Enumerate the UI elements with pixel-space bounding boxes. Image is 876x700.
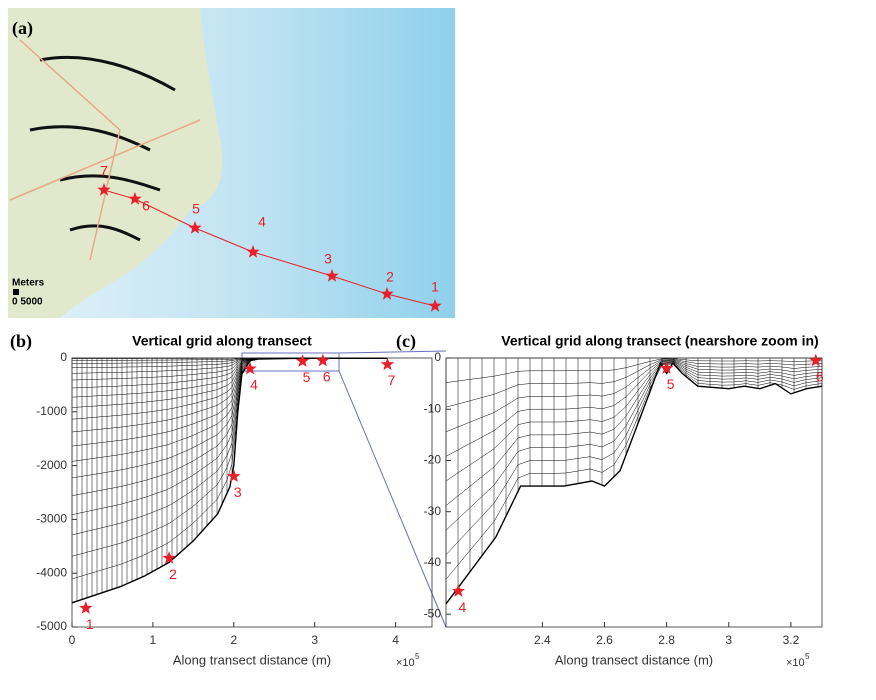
x-axis-label: Along transect distance (m): [555, 652, 713, 667]
station-label: 7: [388, 372, 396, 388]
mesh-line: [446, 359, 822, 383]
map-station-label: 7: [100, 163, 108, 179]
y-tick-label: -40: [424, 555, 442, 569]
mesh-line: [72, 358, 388, 556]
chart-title: Vertical grid along transect: [132, 333, 312, 349]
x-tick-label: 4: [392, 633, 399, 647]
x-tick-label: 3.2: [783, 633, 800, 647]
y-tick-label: -10: [424, 401, 442, 415]
station-label: 6: [816, 368, 824, 384]
panel-label: (a): [12, 18, 33, 39]
station-marker: [452, 584, 465, 597]
scale-bar: [13, 289, 19, 295]
station-label: 3: [234, 484, 242, 500]
y-tick-label: 0: [60, 350, 67, 364]
station-label: 4: [250, 376, 258, 392]
y-tick-label: -5000: [36, 619, 67, 633]
map-station-label: 5: [192, 201, 200, 217]
map-station-label: 1: [431, 279, 439, 295]
x-multiplier-exp: 5: [415, 652, 420, 661]
bottom-profile: [72, 358, 388, 603]
x-tick-label: 2.8: [658, 633, 675, 647]
x-multiplier: ×10: [396, 657, 415, 669]
x-tick-label: 2.6: [596, 633, 613, 647]
x-multiplier-exp: 5: [805, 652, 810, 661]
x-multiplier: ×10: [786, 657, 805, 669]
plot-frame: [72, 358, 432, 627]
x-tick-label: 3: [725, 633, 732, 647]
map-station-label: 2: [386, 269, 394, 285]
mesh-line: [446, 361, 822, 481]
plot-frame: [446, 358, 822, 627]
zoom-connector: [339, 351, 446, 353]
station-marker: [227, 469, 240, 482]
x-tick-label: 2.4: [534, 633, 551, 647]
mesh-line: [72, 358, 388, 515]
station-label: 5: [303, 369, 311, 385]
station-marker: [809, 354, 822, 367]
chart-title: Vertical grid along transect (nearshore …: [501, 333, 818, 349]
mesh-line: [446, 363, 822, 531]
x-tick-label: 1: [150, 633, 157, 647]
map-station-label: 4: [258, 214, 266, 230]
mesh-line: [72, 358, 388, 446]
y-tick-label: -3000: [36, 512, 67, 526]
y-tick-label: -4000: [36, 565, 67, 579]
map-station-label: 6: [142, 198, 150, 214]
station-label: 6: [323, 368, 331, 384]
x-tick-label: 3: [311, 633, 318, 647]
y-tick-label: -20: [424, 453, 442, 467]
station-label: 1: [86, 616, 94, 632]
mesh-line: [72, 358, 388, 408]
station-marker: [296, 354, 309, 367]
figure: (a) Meters 0 5000 1234567 (b)Vertical gr…: [0, 0, 876, 700]
chart: (b) Vertical grid along transect -5000 -400…: [10, 331, 432, 669]
bottom-profile: [446, 363, 822, 604]
mesh-line: [72, 358, 388, 535]
map-station-label: 3: [324, 251, 332, 267]
station-label: 5: [667, 376, 675, 392]
chart: (c) Vertical grid along transect (nearsho…: [396, 331, 824, 669]
map-panel: (a) Meters 0 5000 1 2 3 4 5 6 7: [8, 8, 455, 318]
y-tick-label: -50: [424, 606, 442, 620]
y-tick-label: -1000: [36, 404, 67, 418]
scale-label: Meters: [12, 278, 45, 289]
mesh-line: [72, 358, 388, 579]
station-marker: [316, 354, 329, 367]
panel-label: (b): [10, 331, 32, 352]
station-label: 2: [169, 566, 177, 582]
x-axis-label: Along transect distance (m): [173, 652, 331, 667]
mesh-line: [446, 363, 822, 555]
y-tick-label: -2000: [36, 458, 67, 472]
station-marker: [79, 601, 92, 614]
station-marker: [381, 358, 394, 371]
panel-label: (c): [396, 331, 416, 352]
mesh-line: [72, 358, 388, 397]
mesh-line: [72, 358, 388, 380]
y-tick-label: -30: [424, 504, 442, 518]
y-tick-label: 0: [434, 350, 441, 364]
x-tick-label: 2: [230, 633, 237, 647]
scale-text: 0 5000: [12, 297, 43, 308]
station-label: 4: [459, 599, 467, 615]
x-tick-label: 0: [69, 633, 76, 647]
